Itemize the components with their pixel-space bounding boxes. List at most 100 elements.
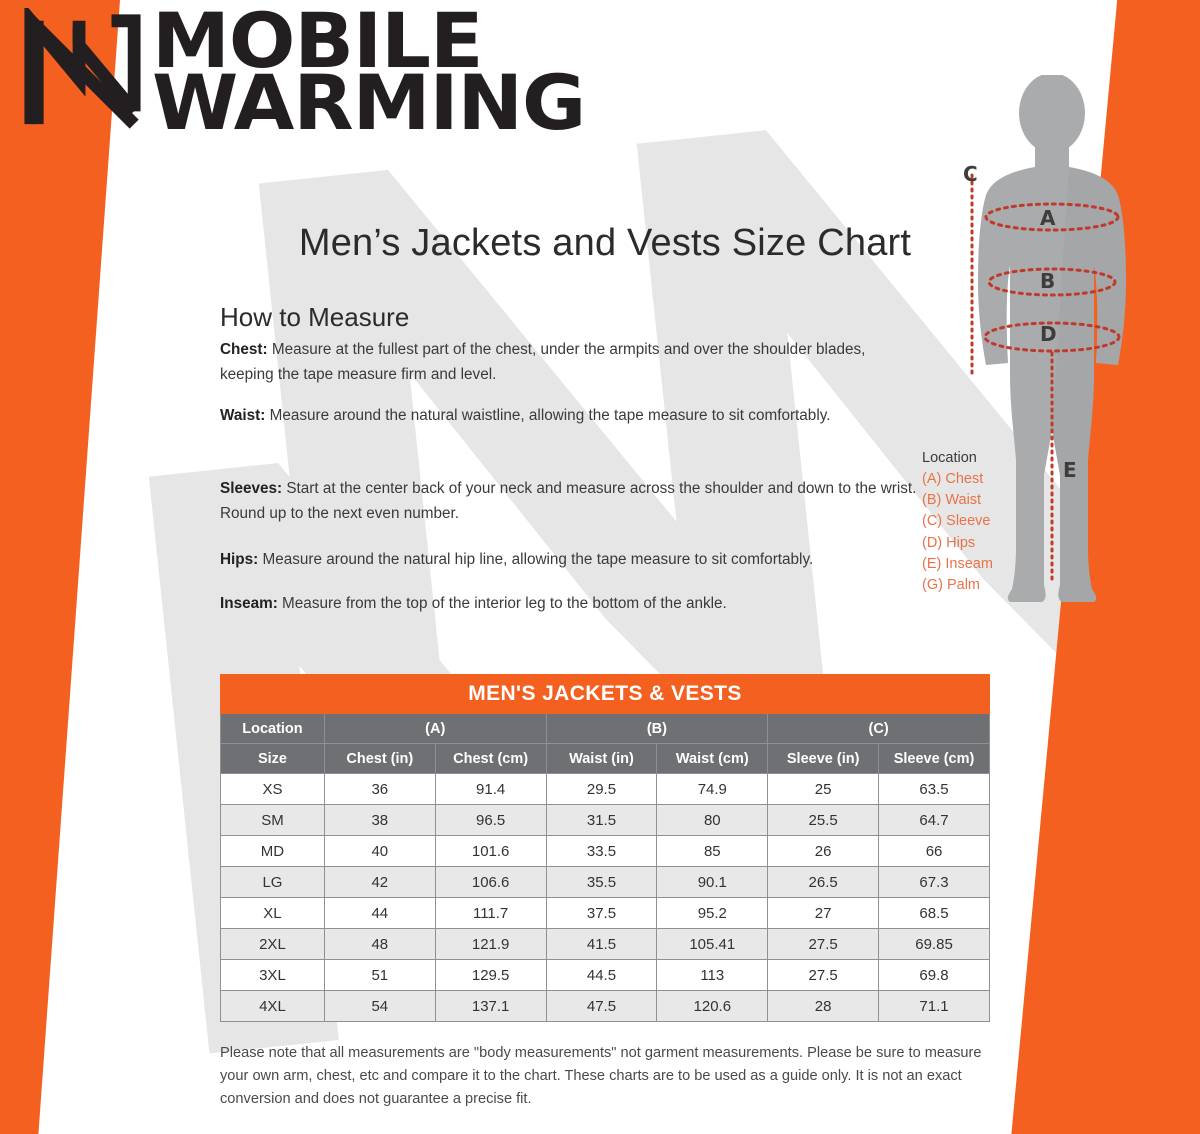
location-legend: Location (A) Chest (B) Waist (C) Sleeve … — [922, 448, 993, 596]
cell-sleeve-in: 26 — [767, 835, 880, 867]
cell-waist-cm: 74.9 — [656, 773, 769, 805]
table-title: MEN'S JACKETS & VESTS — [220, 674, 990, 714]
cell-sleeve-in: 25.5 — [767, 804, 880, 836]
brand-wordmark-line2: WARMING — [152, 58, 586, 148]
measure-item-sleeves-label: Sleeves: — [220, 480, 283, 497]
cell-sleeve-cm: 69.85 — [878, 928, 990, 960]
table-row: LG 42 106.6 35.5 90.1 26.5 67.3 — [220, 866, 990, 898]
cell-chest-cm: 106.6 — [434, 866, 547, 898]
table-row: XS 36 91.4 29.5 74.9 25 63.5 — [220, 773, 990, 805]
cell-size: 2XL — [220, 928, 325, 960]
cell-chest-in: 42 — [323, 866, 436, 898]
cell-sleeve-in: 27.5 — [767, 928, 880, 960]
cell-waist-cm: 90.1 — [656, 866, 769, 898]
cell-chest-cm: 121.9 — [434, 928, 547, 960]
cell-chest-in: 48 — [323, 928, 436, 960]
cell-size: 3XL — [220, 959, 325, 991]
brand-wordmark: MOBILE WARMING — [152, 3, 586, 148]
column-header-sleeve-in: Sleeve (in) — [767, 743, 880, 774]
brand-logo: MOBILE WARMING — [18, 3, 586, 141]
cell-size: 4XL — [220, 990, 325, 1022]
brand-wordmark-line1: MOBILE — [152, 0, 483, 85]
location-legend-title: Location — [922, 450, 977, 466]
measure-item-chest: Chest: Measure at the fullest part of th… — [220, 338, 920, 388]
measure-item-waist-text: Measure around the natural waistline, al… — [265, 407, 831, 424]
cell-sleeve-in: 25 — [767, 773, 880, 805]
cell-size: XS — [220, 773, 325, 805]
cell-sleeve-cm: 63.5 — [878, 773, 990, 805]
cell-sleeve-cm: 66 — [878, 835, 990, 867]
figure-label-a: A — [1040, 206, 1056, 230]
cell-waist-in: 44.5 — [545, 959, 658, 991]
cell-chest-cm: 96.5 — [434, 804, 547, 836]
measure-item-hips-text: Measure around the natural hip line, all… — [258, 551, 814, 568]
cell-size: MD — [220, 835, 325, 867]
table-column-header-row: Size Chest (in) Chest (cm) Waist (in) Wa… — [220, 743, 990, 774]
cell-sleeve-cm: 69.8 — [878, 959, 990, 991]
cell-chest-in: 38 — [323, 804, 436, 836]
page-title: Men’s Jackets and Vests Size Chart — [298, 222, 912, 264]
cell-waist-cm: 105.41 — [656, 928, 769, 960]
cell-waist-cm: 113 — [656, 959, 769, 991]
table-title-row: MEN'S JACKETS & VESTS — [220, 674, 990, 714]
group-header-b: (B) — [545, 713, 769, 744]
measure-item-inseam-label: Inseam: — [220, 595, 278, 612]
location-legend-item-sleeve: (C) Sleeve — [922, 513, 991, 530]
cell-waist-cm: 120.6 — [656, 990, 769, 1022]
column-header-waist-cm: Waist (cm) — [656, 743, 769, 774]
location-legend-item-waist: (B) Waist — [922, 492, 982, 509]
figure-label-e: E — [1063, 458, 1077, 482]
table-row: MD 40 101.6 33.5 85 26 66 — [220, 835, 990, 867]
cell-chest-cm: 129.5 — [434, 959, 547, 991]
cell-chest-cm: 137.1 — [434, 990, 547, 1022]
group-header-location: Location — [220, 713, 325, 744]
location-legend-item-chest: (A) Chest — [922, 471, 984, 488]
figure-label-d: D — [1040, 322, 1057, 346]
body-measurement-diagram — [970, 75, 1126, 602]
cell-chest-in: 44 — [323, 897, 436, 929]
table-row: 3XL 51 129.5 44.5 113 27.5 69.8 — [220, 959, 990, 991]
measure-item-hips: Hips: Measure around the natural hip lin… — [220, 548, 940, 573]
cell-size: LG — [220, 866, 325, 898]
cell-sleeve-in: 28 — [767, 990, 880, 1022]
cell-sleeve-cm: 71.1 — [878, 990, 990, 1022]
cell-sleeve-cm: 64.7 — [878, 804, 990, 836]
measure-item-hips-label: Hips: — [220, 551, 259, 568]
cell-chest-in: 40 — [323, 835, 436, 867]
cell-chest-in: 54 — [323, 990, 436, 1022]
group-header-c: (C) — [767, 713, 990, 744]
cell-chest-cm: 111.7 — [434, 897, 547, 929]
cell-sleeve-in: 26.5 — [767, 866, 880, 898]
cell-waist-in: 41.5 — [545, 928, 658, 960]
cell-size: SM — [220, 804, 325, 836]
measure-item-chest-label: Chest: — [220, 341, 268, 358]
table-row: 2XL 48 121.9 41.5 105.41 27.5 69.85 — [220, 928, 990, 960]
location-legend-item-hips: (D) Hips — [922, 534, 976, 551]
cell-chest-cm: 91.4 — [434, 773, 547, 805]
table-group-header-row: Location (A) (B) (C) — [220, 713, 990, 744]
cell-waist-cm: 80 — [656, 804, 769, 836]
measure-item-inseam: Inseam: Measure from the top of the inte… — [220, 592, 940, 617]
measure-item-sleeves: Sleeves: Start at the center back of you… — [220, 477, 920, 527]
measure-item-sleeves-text: Start at the center back of your neck an… — [220, 480, 917, 522]
how-to-measure-heading: How to Measure — [220, 302, 410, 332]
cell-waist-cm: 95.2 — [656, 897, 769, 929]
column-header-chest-in: Chest (in) — [323, 743, 436, 774]
figure-label-b: B — [1040, 269, 1056, 293]
measure-item-waist: Waist: Measure around the natural waistl… — [220, 404, 920, 429]
cell-sleeve-in: 27 — [767, 897, 880, 929]
cell-waist-in: 35.5 — [545, 866, 658, 898]
cell-size: XL — [220, 897, 325, 929]
figure-label-c: C — [963, 162, 978, 186]
table-row: 4XL 54 137.1 47.5 120.6 28 71.1 — [220, 990, 990, 1022]
cell-waist-in: 31.5 — [545, 804, 658, 836]
location-legend-item-inseam: (E) Inseam — [922, 555, 993, 572]
measure-item-waist-label: Waist: — [220, 407, 266, 424]
cell-waist-in: 33.5 — [545, 835, 658, 867]
cell-sleeve-cm: 68.5 — [878, 897, 990, 929]
cell-waist-in: 29.5 — [545, 773, 658, 805]
table-row: XL 44 111.7 37.5 95.2 27 68.5 — [220, 897, 990, 929]
size-chart-table: MEN'S JACKETS & VESTS Location (A) (B) (… — [220, 674, 990, 1022]
column-header-size: Size — [220, 743, 325, 774]
